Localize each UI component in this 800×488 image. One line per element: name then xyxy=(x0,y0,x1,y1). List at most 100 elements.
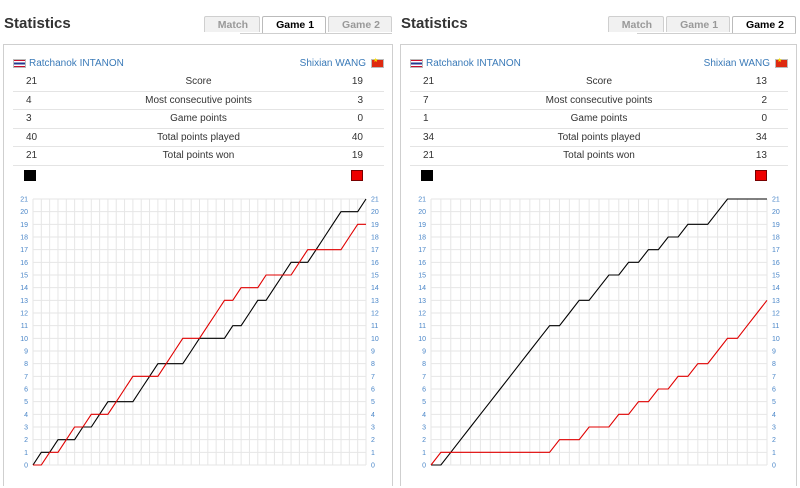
series-line-right-player xyxy=(430,299,768,466)
y-tick-label-left: 11 xyxy=(21,323,28,330)
y-tick-label-right: 2 xyxy=(371,437,375,444)
tab-divider xyxy=(637,33,796,34)
y-tick-label-right: 0 xyxy=(371,463,375,470)
y-tick-label-left: 2 xyxy=(422,437,426,444)
y-tick-label-left: 11 xyxy=(419,323,426,330)
player-left-name[interactable]: Ratchanok INTANON xyxy=(426,58,521,69)
y-tick-label-right: 13 xyxy=(371,298,379,305)
y-tick-label-left: 10 xyxy=(418,336,426,343)
y-tick-label-left: 3 xyxy=(24,425,28,432)
y-tick-label-right: 7 xyxy=(772,374,776,381)
stat-label: Total points played xyxy=(557,131,641,143)
stat-right-value: 13 xyxy=(755,76,767,87)
y-tick-label-left: 9 xyxy=(422,349,426,356)
stat-right-value: 34 xyxy=(755,131,767,143)
stat-right-value: 2 xyxy=(761,94,767,106)
legend-swatch-left xyxy=(421,169,433,181)
y-tick-label-left: 1 xyxy=(24,450,28,457)
y-tick-label-right: 14 xyxy=(371,285,379,292)
y-tick-label-left: 20 xyxy=(20,209,28,216)
y-tick-label-left: 7 xyxy=(422,374,426,381)
legend-swatch-right xyxy=(351,169,363,181)
player-left-name[interactable]: Ratchanok INTANON xyxy=(29,58,124,69)
y-tick-label-left: 8 xyxy=(422,361,426,368)
stat-right-value: 0 xyxy=(357,113,363,124)
y-tick-label-right: 4 xyxy=(772,412,776,419)
stat-left-value: 7 xyxy=(423,94,429,106)
y-tick-label-left: 14 xyxy=(418,285,426,292)
stat-right-value: 0 xyxy=(761,113,767,124)
legend-swatches xyxy=(410,166,788,186)
stat-left-value: 3 xyxy=(26,113,32,124)
tab-game-2[interactable]: Game 2 xyxy=(328,16,392,32)
stat-label: Score xyxy=(585,76,613,87)
y-tick-label-right: 1 xyxy=(371,450,375,457)
tab-game-1[interactable]: Game 1 xyxy=(666,16,731,32)
y-tick-label-right: 21 xyxy=(371,197,379,204)
legend-swatches xyxy=(13,166,384,186)
y-tick-label-left: 19 xyxy=(418,222,426,229)
stat-left-value: 21 xyxy=(423,150,435,161)
stat-left-value: 34 xyxy=(423,131,435,143)
y-tick-label-right: 2 xyxy=(772,437,776,444)
y-tick-label-left: 6 xyxy=(422,387,426,394)
y-tick-label-left: 0 xyxy=(24,463,28,470)
y-tick-label-left: 18 xyxy=(20,235,28,242)
panel-title: Statistics xyxy=(401,15,468,32)
stat-row-game-points: 1 Game points 0 xyxy=(410,110,788,129)
tab-match[interactable]: Match xyxy=(607,16,665,32)
player-right-name[interactable]: Shixian WANG xyxy=(299,58,366,69)
y-tick-label-left: 4 xyxy=(24,412,28,419)
y-tick-label-right: 6 xyxy=(371,387,375,394)
statistics-panel-game-1: Statistics Match Game 1 Game 2 Ratchanok… xyxy=(0,0,396,486)
y-tick-label-right: 12 xyxy=(371,311,379,318)
y-tick-label-left: 13 xyxy=(418,298,426,305)
y-tick-label-right: 20 xyxy=(371,209,379,216)
stat-left-value: 1 xyxy=(423,113,429,124)
chart-grid xyxy=(430,198,768,466)
y-tick-label-left: 15 xyxy=(20,273,28,280)
stat-right-value: 3 xyxy=(357,94,363,106)
stat-row-score: 21 Score 19 xyxy=(13,73,384,92)
thailand-flag-icon xyxy=(13,59,26,68)
y-tick-label-left: 9 xyxy=(24,349,28,356)
stat-label: Score xyxy=(185,76,212,87)
y-tick-label-left: 18 xyxy=(418,235,426,242)
y-tick-label-right: 7 xyxy=(371,374,375,381)
tab-bar: Match Game 1 Game 2 xyxy=(607,16,796,33)
statistics-panel-game-2: Statistics Match Game 1 Game 2 Ratchanok… xyxy=(397,0,800,486)
stat-row-total-points-won: 21 Total points won 13 xyxy=(410,147,788,166)
stat-row-most-consecutive-points: 7 Most consecutive points 2 xyxy=(410,92,788,110)
tab-game-1[interactable]: Game 1 xyxy=(262,16,327,33)
stat-label: Most consecutive points xyxy=(545,94,653,106)
y-tick-label-right: 16 xyxy=(371,260,379,267)
y-tick-label-right: 0 xyxy=(772,463,776,470)
china-flag-icon xyxy=(371,57,384,68)
tab-match[interactable]: Match xyxy=(203,16,261,32)
y-tick-label-left: 8 xyxy=(24,361,28,368)
y-tick-label-left: 10 xyxy=(20,336,28,343)
y-tick-label-right: 11 xyxy=(772,323,779,330)
y-tick-label-left: 21 xyxy=(20,197,28,204)
stat-label: Total points won xyxy=(563,150,635,161)
tab-game-2[interactable]: Game 2 xyxy=(732,16,796,33)
y-tick-label-left: 5 xyxy=(24,399,28,406)
tab-divider xyxy=(240,33,392,34)
y-tick-label-right: 3 xyxy=(772,425,776,432)
y-tick-label-left: 6 xyxy=(24,387,28,394)
y-tick-label-right: 17 xyxy=(371,247,379,254)
y-tick-label-left: 17 xyxy=(418,247,426,254)
stat-left-value: 21 xyxy=(26,76,38,87)
stat-label: Game points xyxy=(170,113,227,124)
y-tick-label-left: 17 xyxy=(20,247,28,254)
stats-box: Ratchanok INTANON Shixian WANG 21 Score … xyxy=(3,44,393,486)
y-tick-label-right: 4 xyxy=(371,412,375,419)
y-tick-label-right: 6 xyxy=(772,387,776,394)
y-tick-label-left: 2 xyxy=(24,437,28,444)
stats-box: Ratchanok INTANON Shixian WANG 21 Score … xyxy=(400,44,797,486)
player-right-name[interactable]: Shixian WANG xyxy=(703,58,770,69)
series-line-left-player xyxy=(431,198,767,466)
series-line-right-player xyxy=(33,223,366,466)
stat-label: Most consecutive points xyxy=(145,94,252,106)
stat-right-value: 40 xyxy=(351,131,363,143)
